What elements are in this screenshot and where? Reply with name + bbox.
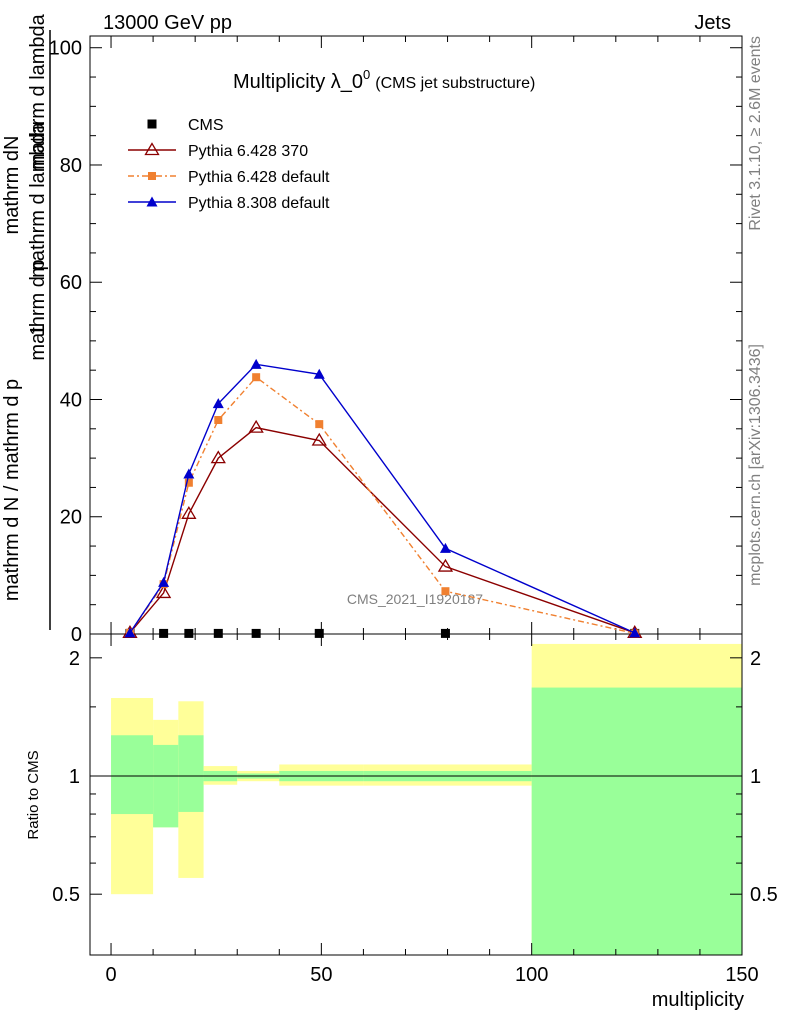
ylabel-mid: mathrm d p (27, 259, 49, 360)
rivet-label: Rivet 3.1.10, ≥ 2.6M events (747, 36, 764, 231)
ratio-ylabel: Ratio to CMS (25, 750, 42, 839)
data-point (158, 576, 170, 587)
data-point (441, 587, 450, 596)
data-point (437, 558, 454, 572)
ylabel-numerator: mathrm dN (1, 136, 23, 235)
ratio-y-tick-label-right: 2 (750, 648, 761, 670)
data-point (248, 419, 264, 433)
data-point (159, 628, 169, 638)
data-point (314, 628, 324, 638)
legend-marker (148, 172, 156, 180)
legend-label: Pythia 8.308 default (188, 195, 330, 212)
data-point (181, 506, 197, 519)
series-0 (125, 628, 640, 638)
data-point (183, 468, 195, 479)
series-line (129, 363, 636, 634)
data-point (252, 373, 261, 382)
data-point (315, 420, 324, 429)
legend-entry: Pythia 8.308 default (128, 195, 330, 212)
data-point (210, 450, 226, 464)
title-main: Multiplicity λ_00(CMS jet substructure) (233, 67, 535, 93)
data-point (251, 628, 261, 638)
data-point (629, 627, 641, 638)
header-right: Jets (694, 12, 731, 34)
legend-label: CMS (188, 117, 224, 134)
data-point (250, 358, 262, 369)
data-point (214, 416, 223, 425)
legend-marker (146, 196, 158, 207)
legend-label: Pythia 6.428 default (188, 169, 330, 186)
mcplots-label: mcplots.cern.ch [arXiv:1306.3436] (747, 344, 764, 586)
ratio-band-inner (178, 735, 204, 812)
y-tick-label: 40 (60, 389, 82, 411)
title-sub: (CMS jet substructure) (375, 75, 535, 92)
y-tick-label: 20 (60, 507, 82, 529)
ratio-y-tick-label-right: 1 (750, 766, 761, 788)
series-line (129, 426, 635, 634)
watermark: CMS_2021_I1920187 (347, 591, 483, 607)
ylabel-end: mathrm d lambda (27, 13, 49, 169)
ratio-y-tick-label: 0.5 (52, 884, 80, 906)
x-axis-label: multiplicity (652, 989, 744, 1011)
x-tick-label: 150 (725, 964, 758, 986)
data-point (213, 628, 223, 638)
x-tick-label: 0 (105, 964, 116, 986)
y-tick-label: 100 (49, 38, 82, 60)
data-point (439, 542, 451, 553)
title-sup: 0 (363, 67, 370, 82)
y-tick-label: 60 (60, 272, 82, 294)
y-axis-label: 1 (27, 30, 51, 630)
legend-label: Pythia 6.428 370 (188, 143, 308, 160)
y-tick-label: 0 (71, 624, 82, 646)
data-point (155, 585, 172, 599)
ratio-band-inner (153, 744, 179, 828)
x-tick-label: 50 (310, 964, 332, 986)
data-point (311, 432, 327, 446)
legend: CMS Pythia 6.428 370 Pythia 6.428 default P… (128, 117, 330, 212)
ratio-y-tick-label-right: 0.5 (750, 884, 778, 906)
legend-entry: Pythia 6.428 370 (128, 142, 308, 160)
ylabel-denominator: mathrm d N / mathrm d p (1, 379, 23, 601)
ratio-band-inner (111, 735, 154, 815)
legend-marker (147, 119, 157, 129)
ratio-y-tick-label: 2 (69, 648, 80, 670)
data-point (440, 628, 450, 638)
data-point (212, 398, 224, 409)
ratio-band-inner (531, 687, 742, 955)
chart-title: Multiplicity λ_00(CMS jet substructure) (233, 67, 535, 93)
data-point (184, 628, 194, 638)
data-point (124, 627, 136, 638)
series-line (129, 376, 635, 635)
ratio-panel (89, 633, 743, 956)
legend-marker (144, 142, 160, 156)
data-point (184, 478, 193, 487)
data-point (313, 368, 325, 379)
y-tick-label: 80 (60, 155, 82, 177)
axis-ticks: 0 20 40 60 80 100 0 50 100 150 0.5 0.5 1 1 2 2 (49, 36, 778, 986)
ratio-frame (89, 633, 743, 956)
ylabel-numerator-one: 1 (27, 324, 49, 335)
series-1 (122, 419, 643, 638)
legend-entry: Pythia 6.428 default (128, 169, 330, 186)
series-layer (122, 358, 643, 638)
series-3 (124, 358, 641, 638)
header-left: 13000 GeV pp (103, 12, 232, 34)
ylabel-top: mathrm d lambda (27, 121, 49, 277)
ratio-bands (90, 643, 742, 955)
ratio-y-tick-label: 1 (69, 766, 80, 788)
legend-entry: CMS (147, 117, 224, 134)
x-tick-label: 100 (515, 964, 548, 986)
